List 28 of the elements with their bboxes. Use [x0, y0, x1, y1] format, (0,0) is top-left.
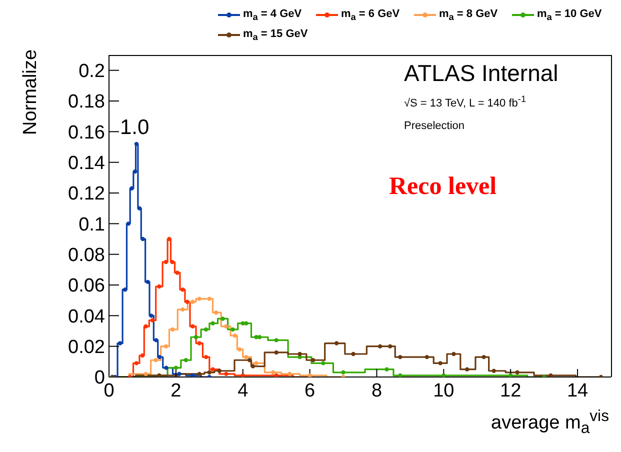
annotation: ATLAS Internal: [404, 60, 558, 87]
y-tick-label: 0.12: [68, 184, 105, 205]
y-tick-label: 0.02: [68, 337, 105, 358]
y-tick-label: 0.2: [78, 61, 105, 82]
legend-label: m$_{a}$ = 4 GeV: [243, 8, 302, 22]
annotation: √S = 13 TeV, L = 140 fb$^{-1}$: [404, 94, 526, 110]
x-tick-label: 10: [433, 380, 454, 402]
legend-label: m$_{a}$ = 10 GeV: [537, 8, 602, 22]
legend-label: m$_{a}$ = 6 GeV: [341, 8, 400, 22]
legend-label: m$_{a}$ = 8 GeV: [439, 8, 498, 22]
y-tick-label: 0.14: [68, 153, 106, 174]
x-tick-label: 12: [500, 380, 522, 402]
y-tick-label: 0.18: [68, 92, 105, 113]
annotation: Preselection: [404, 120, 465, 132]
annotation: 1.0: [120, 116, 150, 140]
y-tick-label: 0.08: [68, 245, 105, 266]
x-tick-label: 2: [170, 380, 182, 402]
y-tick-label: 0.16: [68, 122, 105, 144]
y-tick-label: 0.06: [68, 276, 105, 297]
x-tick-label: 4: [238, 380, 249, 402]
annotation: Reco level: [389, 173, 497, 201]
x-tick-label: 8: [371, 380, 382, 402]
y-tick-label: 0.04: [68, 306, 106, 328]
y-tick-label: 0.1: [78, 214, 105, 236]
legend-label: m$_{a}$ = 15 GeV: [243, 28, 308, 42]
y-axis-title: Normalize: [19, 49, 42, 135]
x-tick-label: 14: [566, 380, 589, 402]
x-tick-label: 6: [304, 380, 316, 402]
